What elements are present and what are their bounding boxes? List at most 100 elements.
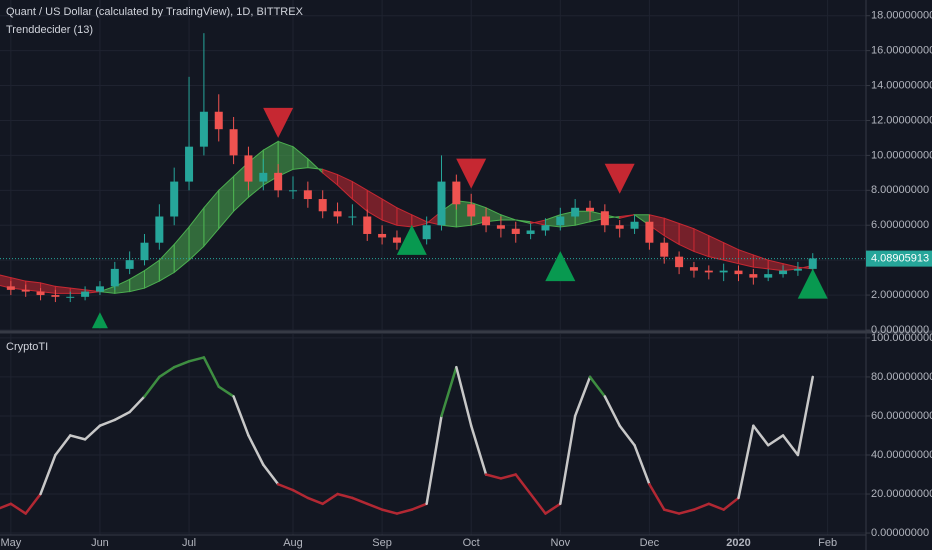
candle-body	[704, 270, 713, 273]
candle-body	[229, 129, 238, 156]
y-tick-label: 16.00000000	[871, 45, 932, 57]
y-tick-label: 14.00000000	[871, 79, 932, 91]
oscillator-segment	[648, 483, 666, 511]
y2-tick-label: 40.00000000	[871, 449, 932, 461]
candle-body	[808, 258, 817, 269]
oscillator-segment	[232, 395, 250, 437]
candle-body	[586, 207, 594, 212]
candle-body	[437, 181, 446, 226]
last-price-badge	[866, 250, 932, 267]
oscillator-title: CryptoTI	[6, 341, 48, 353]
y-tick-label: 2.00000000	[871, 289, 929, 301]
trend-band-segment	[54, 285, 71, 294]
oscillator-segment	[54, 434, 72, 457]
candle-body	[467, 204, 476, 217]
oscillator-segment	[707, 502, 725, 511]
candle-body	[675, 256, 684, 268]
y-tick-label: 8.00000000	[871, 184, 929, 196]
candle-body	[244, 155, 253, 182]
sell-signal	[604, 163, 635, 194]
x-tick-label: Sep	[372, 537, 392, 549]
candle-body	[556, 216, 565, 226]
last-price-label: 4.08905913	[871, 253, 929, 265]
candle-body	[95, 286, 104, 292]
candle-body	[6, 286, 15, 290]
candle-body	[110, 268, 119, 287]
candle-body	[452, 181, 461, 205]
chart-title: Quant / US Dollar (calculated by Trading…	[6, 6, 304, 18]
oscillator-segment	[366, 502, 384, 511]
x-tick-label: Jul	[182, 537, 196, 549]
sell-signal	[456, 158, 487, 189]
oscillator-segment	[766, 434, 785, 447]
oscillator-segment	[0, 502, 13, 510]
oscillator-segment	[336, 492, 354, 500]
oscillator-segment	[425, 414, 443, 506]
buy-signal	[545, 251, 576, 282]
candle-body	[140, 242, 149, 261]
candle-body	[274, 172, 283, 191]
oscillator-segment	[737, 424, 755, 500]
oscillator-segment	[321, 492, 339, 506]
candle-body	[392, 237, 401, 243]
candle-body	[764, 274, 773, 278]
x-tick-label: Aug	[283, 537, 303, 549]
oscillator-segment	[262, 463, 280, 486]
y-tick-label: 0.00000000	[871, 324, 929, 336]
candle-body	[734, 270, 743, 275]
oscillator-segment	[143, 375, 161, 398]
candle-body	[511, 228, 520, 234]
candle-body	[378, 233, 387, 238]
y2-tick-label: 20.00000000	[871, 488, 932, 500]
oscillator-segment	[128, 395, 146, 414]
candle-body	[600, 211, 609, 226]
candle-body	[719, 270, 728, 273]
oscillator-segment	[98, 418, 117, 427]
candle-body	[51, 295, 60, 297]
candle-body	[21, 289, 30, 292]
y2-tick-label: 0.00000000	[871, 527, 929, 539]
candle-body	[660, 242, 669, 257]
oscillator-segment	[752, 424, 770, 447]
x-tick-label: Oct	[463, 537, 480, 549]
candle-body	[333, 211, 342, 217]
oscillator-segment	[202, 356, 220, 388]
y2-tick-label: 80.00000000	[871, 371, 932, 383]
oscillator-segment	[544, 502, 562, 515]
candle-body	[689, 267, 698, 271]
y-tick-label: 10.00000000	[871, 149, 932, 161]
candle-body	[81, 291, 90, 297]
oscillator-segment	[380, 508, 399, 515]
oscillator-segment	[633, 443, 651, 486]
oscillator-segment	[663, 508, 681, 515]
oscillator-segment	[217, 385, 235, 398]
oscillator-segment	[113, 410, 131, 422]
candle-body	[125, 260, 134, 269]
oscillator-segment	[187, 356, 206, 363]
y2-tick-label: 100.00000000	[871, 332, 932, 344]
oscillator-segment	[440, 365, 458, 418]
candle-body	[482, 216, 491, 226]
oscillator-segment	[39, 453, 57, 496]
buy-signal	[797, 268, 828, 299]
oscillator-segment	[573, 375, 592, 418]
x-tick-label: 2020	[726, 537, 750, 549]
candle-body	[793, 268, 802, 271]
candle-body	[749, 274, 758, 278]
candle-body	[496, 225, 505, 229]
y-tick-label: 6.00000000	[871, 219, 929, 231]
candle-body	[66, 296, 75, 298]
oscillator-segment	[83, 424, 102, 441]
oscillator-segment	[781, 434, 800, 457]
oscillator-segment	[276, 483, 295, 492]
candle-body	[185, 146, 194, 182]
candle-body	[259, 172, 268, 182]
oscillator-segment	[677, 508, 696, 515]
oscillator-segment	[9, 502, 27, 515]
candle-body	[615, 225, 624, 229]
candle-body	[645, 221, 654, 243]
oscillator-segment	[69, 434, 87, 441]
oscillator-segment	[796, 375, 814, 457]
oscillator-segment	[484, 473, 503, 480]
